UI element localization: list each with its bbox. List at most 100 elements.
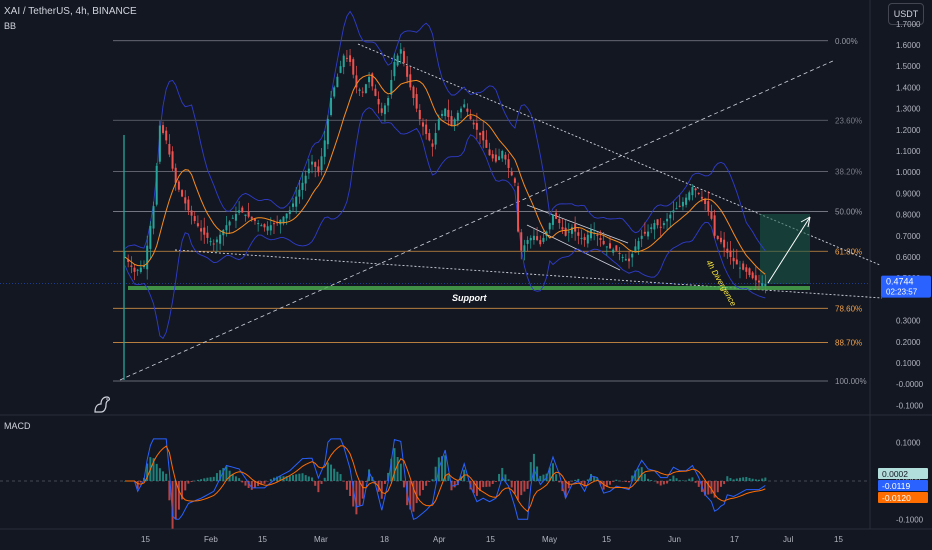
- macd-histogram-bar: [320, 481, 323, 484]
- macd-histogram-bar: [650, 480, 653, 481]
- macd-histogram-bar: [247, 481, 250, 489]
- y-tick-label: 0.8000: [896, 211, 921, 220]
- macd-histogram-bar: [704, 481, 707, 496]
- candle-body: [149, 225, 152, 249]
- macd-histogram-bar: [181, 481, 184, 500]
- candle-body: [640, 235, 643, 239]
- macd-line-value-tag: [878, 480, 928, 491]
- macd-histogram-bar: [447, 475, 450, 481]
- candle-body: [257, 223, 260, 225]
- candle-body: [732, 257, 735, 262]
- macd-histogram-bar: [542, 474, 545, 481]
- macd-histogram-bar: [209, 477, 212, 481]
- candle-body: [168, 143, 171, 155]
- macd-histogram-bar: [345, 481, 348, 490]
- candle-body: [675, 208, 678, 210]
- macd-histogram-bar: [758, 479, 760, 481]
- macd-histogram-bar: [222, 468, 225, 481]
- candle-body: [165, 130, 168, 141]
- candle-body: [212, 243, 215, 245]
- candle-body: [561, 227, 564, 230]
- macd-histogram-bar: [485, 481, 488, 487]
- macd-histogram-bar: [374, 481, 377, 483]
- candle-body: [162, 125, 165, 133]
- candle-body: [526, 240, 529, 244]
- candle-body: [342, 55, 345, 68]
- candle-body: [250, 216, 253, 219]
- macd-histogram-bar: [621, 481, 624, 482]
- candle-body: [510, 171, 513, 176]
- candle-body: [681, 201, 684, 207]
- candle-body: [288, 210, 291, 215]
- candle-body: [643, 231, 646, 234]
- candle-body: [431, 143, 434, 147]
- macd-histogram-bar: [716, 481, 719, 493]
- currency-button[interactable]: USDT: [888, 3, 924, 25]
- macd-histogram-bar: [612, 481, 615, 482]
- macd-histogram-bar: [139, 481, 142, 483]
- candle-body: [371, 73, 374, 87]
- macd-histogram-bar: [361, 481, 364, 499]
- macd-histogram-bar: [257, 481, 260, 486]
- candle-body: [406, 65, 409, 77]
- candle-body: [498, 156, 501, 161]
- macd-histogram-bar: [415, 481, 418, 504]
- candle-body: [364, 84, 367, 94]
- candle-body: [555, 212, 558, 219]
- macd-histogram-bar: [184, 481, 187, 491]
- x-tick-label: Apr: [433, 535, 446, 544]
- candle-body: [475, 123, 478, 130]
- macd-histogram-bar: [263, 481, 266, 484]
- macd-histogram-bar: [431, 479, 434, 481]
- candle-body: [707, 201, 710, 212]
- candle-body: [678, 205, 681, 207]
- macd-histogram-bar: [190, 481, 193, 482]
- x-tick-label: May: [542, 535, 557, 544]
- macd-histogram-bar: [628, 481, 631, 483]
- candle-body: [716, 235, 719, 239]
- y-tick-label: 1.0000: [896, 168, 921, 177]
- candle-body: [548, 223, 551, 230]
- candle-body: [361, 91, 364, 93]
- candle-body: [450, 116, 453, 126]
- candle-body: [215, 239, 218, 243]
- macd-histogram-bar: [526, 481, 529, 489]
- macd-histogram-bar: [742, 477, 745, 481]
- candle-body: [244, 214, 247, 217]
- candle-body: [758, 280, 760, 283]
- macd-histogram-bar: [596, 478, 599, 481]
- candle-body: [729, 250, 732, 257]
- macd-histogram-bar: [599, 481, 602, 485]
- candle-body: [513, 178, 516, 183]
- macd-histogram-bar: [387, 472, 390, 481]
- candle-body: [751, 272, 754, 279]
- y-tick-label: 1.7000: [896, 20, 921, 29]
- candle-body: [187, 199, 190, 211]
- candle-body: [634, 246, 637, 253]
- y-tick-label: 1.2000: [896, 126, 921, 135]
- macd-histogram-bar: [637, 468, 640, 481]
- candle-body: [532, 235, 535, 240]
- candle-body: [241, 207, 244, 213]
- candle-body: [171, 151, 174, 169]
- candle-body: [317, 166, 320, 173]
- candle-body: [298, 189, 301, 197]
- channel-lower-line: [526, 224, 621, 271]
- macd-histogram-bar: [311, 477, 314, 481]
- candle-body: [713, 215, 716, 236]
- macd-histogram-bar: [466, 480, 469, 482]
- target-arrow: [767, 216, 811, 284]
- macd-histogram-bar: [276, 476, 279, 481]
- candle-body: [130, 265, 133, 267]
- candle-body: [330, 98, 333, 116]
- macd-indicator-label[interactable]: MACD: [4, 421, 31, 431]
- candle-body: [339, 66, 342, 73]
- candle-body: [453, 119, 456, 126]
- bb-indicator-label[interactable]: BB: [4, 21, 17, 31]
- macd-histogram-bar: [691, 477, 694, 481]
- last-price-tag: [881, 275, 931, 298]
- macd-histogram-bar: [520, 481, 523, 496]
- candle-body: [482, 130, 485, 141]
- macd-histogram-bar: [510, 481, 513, 488]
